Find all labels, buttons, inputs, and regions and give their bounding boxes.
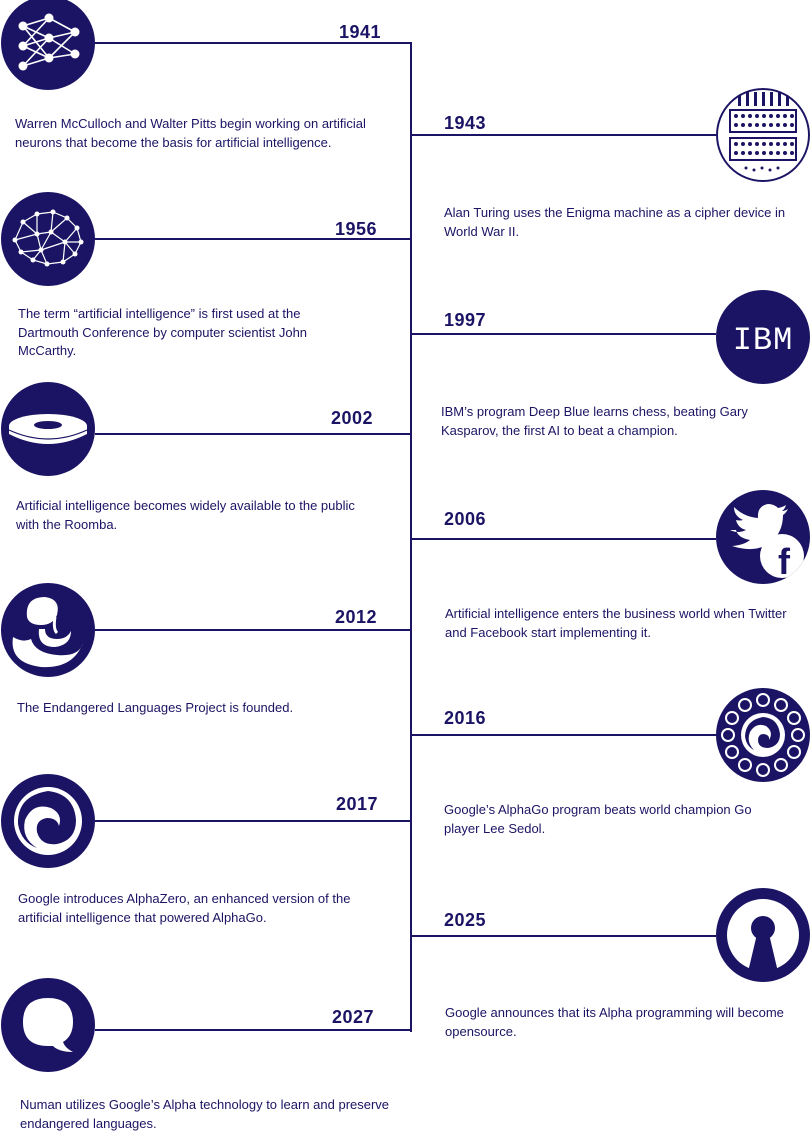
event-description: Numan utilizes Google’s Alpha technology… xyxy=(20,1097,390,1131)
event-description: IBM’s program Deep Blue learns chess, be… xyxy=(441,404,748,438)
enigma-machine-icon xyxy=(716,88,810,182)
event-description: Google announces that its Alpha programm… xyxy=(445,1005,784,1039)
alphago-board-icon xyxy=(716,688,810,782)
endangered-languages-icon xyxy=(1,583,95,677)
roomba-icon xyxy=(1,382,95,476)
connector-line xyxy=(95,42,412,44)
connector-line xyxy=(410,935,716,937)
event-year: 2012 xyxy=(335,607,378,627)
event-description: The term “artificial intelligence” is fi… xyxy=(18,306,308,358)
neural-network-icon xyxy=(1,0,95,90)
event-description: Artificial intelligence becomes widely a… xyxy=(16,498,355,532)
connector-line xyxy=(410,134,716,136)
event-year: 1943 xyxy=(444,113,487,133)
facebook-f-text: f xyxy=(778,541,791,582)
connector-line xyxy=(95,433,412,435)
event-description: Google’s AlphaGo program beats world cha… xyxy=(444,802,752,836)
event-description: The Endangered Languages Project is foun… xyxy=(17,700,294,715)
event-year: 2002 xyxy=(331,408,374,428)
connector-line xyxy=(95,1029,412,1031)
event-description: Artificial intelligence enters the busin… xyxy=(445,606,787,640)
alphazero-swirl-icon xyxy=(1,774,95,868)
connector-line xyxy=(410,333,716,335)
connector-line xyxy=(410,538,716,540)
ibm-logo-text: IBM xyxy=(733,322,794,359)
brain-network-icon xyxy=(1,192,95,286)
connector-line xyxy=(410,734,716,736)
timeline-axis xyxy=(410,42,412,1032)
keyhole-icon xyxy=(716,888,810,982)
twitter-facebook-icon: f xyxy=(716,490,810,584)
event-year: 1941 xyxy=(339,22,382,42)
event-year: 2006 xyxy=(444,509,487,529)
event-year: 2017 xyxy=(336,794,379,814)
connector-line xyxy=(95,629,412,631)
event-description: Google introduces AlphaZero, an enhanced… xyxy=(18,891,351,925)
speech-bubble-icon xyxy=(1,978,95,1072)
event-year: 1997 xyxy=(444,310,487,330)
connector-line xyxy=(95,820,412,822)
event-year: 1956 xyxy=(335,219,378,239)
event-year: 2016 xyxy=(444,708,487,728)
event-description: Warren McCulloch and Walter Pitts begin … xyxy=(15,116,366,150)
connector-line xyxy=(95,238,412,240)
event-description: Alan Turing uses the Enigma machine as a… xyxy=(444,205,786,239)
event-year: 2025 xyxy=(444,910,487,930)
event-year: 2027 xyxy=(332,1007,375,1027)
ibm-logo-icon: IBM xyxy=(716,290,810,384)
